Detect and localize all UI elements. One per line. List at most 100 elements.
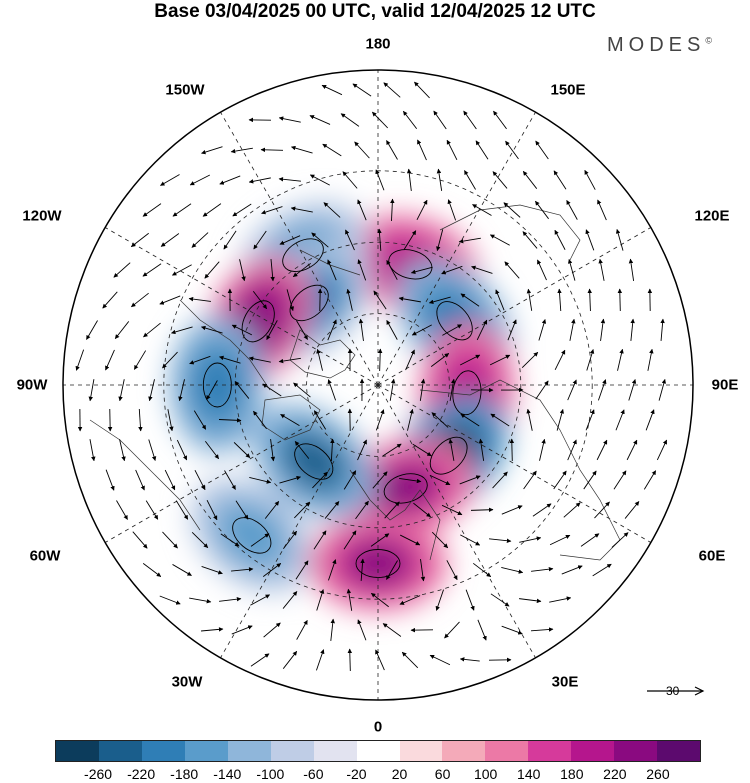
wind-arrow <box>293 382 311 398</box>
wind-arrow <box>262 383 282 397</box>
colorbar-cell <box>485 741 529 761</box>
wind-arrow <box>617 348 624 371</box>
wind-arrow <box>119 439 126 462</box>
wind-arrow <box>597 199 607 221</box>
colorbar-tick-label: 20 <box>391 766 408 782</box>
wind-arrow <box>505 140 519 160</box>
wind-arrow <box>340 113 360 127</box>
wind-arrow <box>435 589 444 611</box>
map-background <box>0 0 750 735</box>
lon-label-180: 180 <box>365 35 391 53</box>
lon-label-60w: 60W <box>29 547 61 565</box>
wind-arrow <box>465 589 475 611</box>
colorbar-cell <box>528 741 572 761</box>
wind-arrow <box>526 288 533 311</box>
wind-arrow <box>234 381 250 399</box>
wind-arrow <box>537 259 547 281</box>
wind-arrow <box>592 563 612 577</box>
wind-arrow <box>596 439 608 461</box>
anomaly-shading <box>221 506 283 564</box>
wind-arrow <box>410 266 433 274</box>
wind-arrow <box>355 500 369 520</box>
wind-arrow <box>611 532 629 548</box>
wind-arrow <box>375 649 385 671</box>
lon-label-150w: 150W <box>165 81 205 99</box>
wind-arrow <box>206 499 218 521</box>
wind-arrow <box>535 140 549 160</box>
wind-arrow <box>390 198 395 222</box>
wind-arrow <box>531 566 554 572</box>
wind-arrow <box>386 560 398 580</box>
wind-arrow <box>278 357 301 364</box>
wind-arrow <box>460 534 481 546</box>
lon-label-90w: 90W <box>16 376 48 394</box>
wind-arrow <box>330 438 335 462</box>
wind-arrow <box>449 378 456 401</box>
wind-arrow <box>417 139 427 161</box>
wind-arrow <box>264 500 280 519</box>
wind-arrow <box>459 354 481 366</box>
meridian-line <box>93 220 379 386</box>
wind-arrow <box>167 409 174 432</box>
wind-arrow <box>532 503 552 517</box>
wind-arrow <box>160 233 180 247</box>
wind-arrow <box>89 439 96 462</box>
wind-arrow <box>370 533 390 547</box>
wind-arrow <box>294 501 310 519</box>
wind-arrow <box>521 351 539 369</box>
lon-label-120w: 120W <box>22 207 62 225</box>
wind-arrow <box>278 116 301 123</box>
wind-arrow <box>495 289 505 311</box>
wind-arrow <box>430 353 450 367</box>
lon-label-120e: 120E <box>694 207 730 225</box>
colorbar <box>55 740 701 762</box>
map-title: Base 03/04/2025 00 UTC, valid 12/04/2025… <box>154 1 596 22</box>
wind-arrow <box>279 235 301 245</box>
wind-arrow <box>613 470 627 490</box>
anomaly-contours <box>202 238 482 578</box>
wind-arrow <box>411 324 432 336</box>
wind-arrow <box>507 319 517 341</box>
wind-arrow <box>492 471 508 489</box>
wind-arrow <box>250 533 270 547</box>
wind-arrow <box>189 174 211 186</box>
wind-arrow <box>441 504 463 516</box>
wind-arrow <box>292 262 311 278</box>
colorbar-tick-label: 140 <box>517 766 541 782</box>
colorbar-tick-label: -20 <box>346 766 367 782</box>
wind-arrow <box>382 623 402 637</box>
wind-arrow <box>132 531 148 549</box>
wind-arrow <box>556 408 564 431</box>
wind-arrow <box>135 469 145 491</box>
wind-arrow <box>549 534 571 546</box>
wind-arrow <box>235 500 249 520</box>
wind-arrow <box>142 563 162 577</box>
colorbar-tick-label: -220 <box>127 766 156 782</box>
meridian-line <box>377 100 543 386</box>
wind-arrow <box>470 507 494 513</box>
colorbar-tick-label: 220 <box>603 766 627 782</box>
wind-arrow <box>645 409 655 431</box>
colorbar-tick-label: 260 <box>646 766 670 782</box>
anomaly-contour <box>429 436 468 475</box>
wind-arrow <box>324 501 340 519</box>
wind-arrow <box>262 563 282 577</box>
wind-arrow <box>201 325 223 334</box>
wind-arrow <box>373 290 387 310</box>
wind-arrow <box>316 348 323 371</box>
lon-label-0: 0 <box>373 718 383 736</box>
lon-label-60e: 60E <box>698 547 726 565</box>
polar-stereographic-map <box>0 0 750 735</box>
wind-arrow <box>399 595 421 605</box>
wind-arrow <box>321 84 343 96</box>
wind-arrow <box>563 502 581 518</box>
wind-arrow <box>327 259 337 281</box>
wind-arrow <box>624 501 640 519</box>
wind-arrow <box>444 621 460 639</box>
wind-arrow <box>175 500 189 520</box>
wind-arrow <box>535 200 549 220</box>
wind-arrow <box>597 379 607 401</box>
wind-arrow <box>557 288 562 312</box>
wind-arrow <box>295 560 309 580</box>
wind-arrow <box>660 318 665 341</box>
